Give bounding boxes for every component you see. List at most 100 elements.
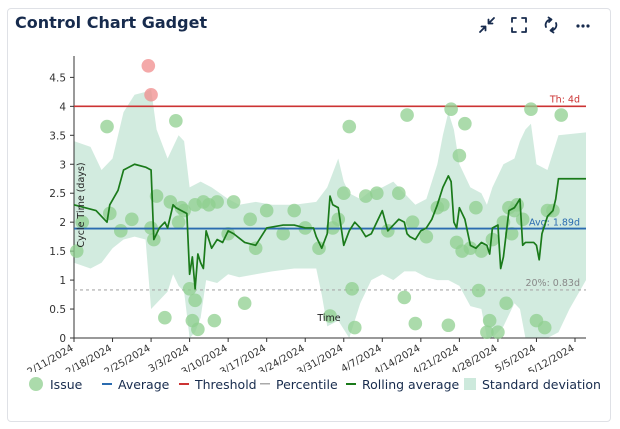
legend-standard-deviation[interactable]: Standard deviation [464, 374, 601, 394]
issue-point [358, 189, 373, 203]
ellipsis-icon [576, 24, 590, 28]
issue-point [207, 313, 222, 328]
issue-point [408, 316, 423, 331]
threshold-line-icon [179, 383, 189, 385]
issue-point [169, 114, 183, 128]
issue-point [102, 206, 117, 221]
legend-average[interactable]: Average [102, 374, 169, 394]
rolling-average-line [73, 163, 586, 290]
issue-point [554, 108, 569, 122]
minimize-button[interactable] [476, 14, 498, 36]
issue-point [345, 281, 359, 296]
threshold-label: Th: 4d [549, 94, 580, 105]
y-tick-label: 1 [59, 275, 66, 287]
issue-point [441, 318, 456, 333]
issue-point [400, 108, 414, 122]
issue-point [171, 215, 186, 229]
issue-point [369, 186, 384, 201]
issue-point [463, 241, 478, 256]
average-label: Avg: 1.89d [529, 218, 580, 229]
issue-point [75, 215, 90, 229]
issue-point [182, 281, 197, 296]
issue-point [69, 244, 84, 258]
y-tick-label: 3 [59, 159, 66, 171]
issue-point [149, 189, 164, 203]
legend-threshold[interactable]: Threshold [179, 374, 257, 394]
issue-point [113, 224, 128, 238]
legend-label-standard-deviation: Standard deviation [482, 376, 601, 392]
issue-point [485, 232, 500, 247]
issue-point [276, 226, 291, 241]
legend-rolling-average[interactable]: Rolling average [346, 374, 459, 394]
issue-point [524, 102, 538, 117]
issue-point [499, 296, 513, 311]
stddev-band [74, 88, 586, 338]
issue-point [471, 283, 486, 298]
stddev-area-icon [464, 378, 476, 390]
issue-point [141, 58, 156, 73]
issue-point [458, 116, 472, 131]
issue-point [480, 325, 494, 340]
legend-issue[interactable]: Issue [28, 374, 82, 394]
chart-legend: Issue Average Threshold Percentile Rolli… [18, 374, 601, 394]
fullscreen-button[interactable] [508, 14, 530, 36]
y-tick-label: 4.5 [49, 72, 66, 84]
issue-point [444, 102, 458, 117]
refresh-button[interactable] [540, 14, 562, 36]
issue-point [342, 119, 357, 134]
issue-point [347, 320, 362, 335]
y-tick-label: 1.5 [49, 246, 66, 258]
issue-point [469, 200, 483, 215]
legend-label-average: Average [118, 376, 170, 392]
control-chart: 00.511.522.533.544.52/11/20242/18/20242/… [26, 56, 586, 372]
issue-point [491, 325, 505, 340]
issue-point [226, 195, 241, 209]
issue-point [191, 322, 205, 337]
issue-point [210, 195, 224, 209]
issue-point [336, 186, 351, 201]
percentile-label: 20%: 0.83d [525, 278, 580, 289]
legend-label-percentile: Percentile [276, 376, 338, 392]
collapse-arrows-icon [479, 17, 495, 33]
x-axis-title: Time [316, 313, 340, 324]
issue-point [100, 119, 114, 134]
y-tick-label: 0.5 [49, 304, 66, 316]
issue-point [144, 87, 158, 102]
issue-marker-icon [29, 377, 43, 391]
issue-point [504, 226, 519, 241]
average-line-icon [102, 383, 112, 385]
issue-point [331, 212, 346, 227]
issue-point [259, 203, 274, 218]
issue-point [287, 203, 302, 218]
issue-point [158, 310, 172, 325]
issue-point [243, 212, 257, 227]
more-options-button[interactable] [572, 14, 594, 36]
issue-point [452, 148, 467, 163]
y-tick-label: 2.5 [49, 188, 66, 200]
percentile-line-icon [260, 383, 270, 385]
legend-label-threshold: Threshold [195, 376, 257, 392]
y-tick-label: 0 [59, 333, 66, 345]
issue-point [323, 309, 337, 323]
y-tick-label: 4 [59, 101, 66, 113]
refresh-icon [544, 16, 558, 34]
issue-point [392, 186, 406, 201]
y-tick-label: 3.5 [49, 130, 66, 142]
gadget-title: Control Chart Gadget [15, 13, 208, 32]
rolling-line-icon [346, 383, 356, 385]
issue-point [188, 293, 202, 308]
issue-point [125, 212, 139, 227]
legend-percentile[interactable]: Percentile [260, 374, 338, 394]
fullscreen-icon [511, 17, 527, 33]
issue-point [537, 320, 552, 335]
issue-point [405, 215, 420, 229]
issue-point [237, 296, 252, 311]
issue-point [419, 229, 434, 244]
legend-label-issue: Issue [50, 376, 83, 392]
y-tick-label: 2 [59, 217, 66, 229]
legend-label-rolling-average: Rolling average [362, 376, 460, 392]
issue-point [482, 313, 497, 328]
issue-point [436, 197, 450, 212]
issue-point [474, 244, 489, 258]
issue-point [515, 212, 530, 227]
